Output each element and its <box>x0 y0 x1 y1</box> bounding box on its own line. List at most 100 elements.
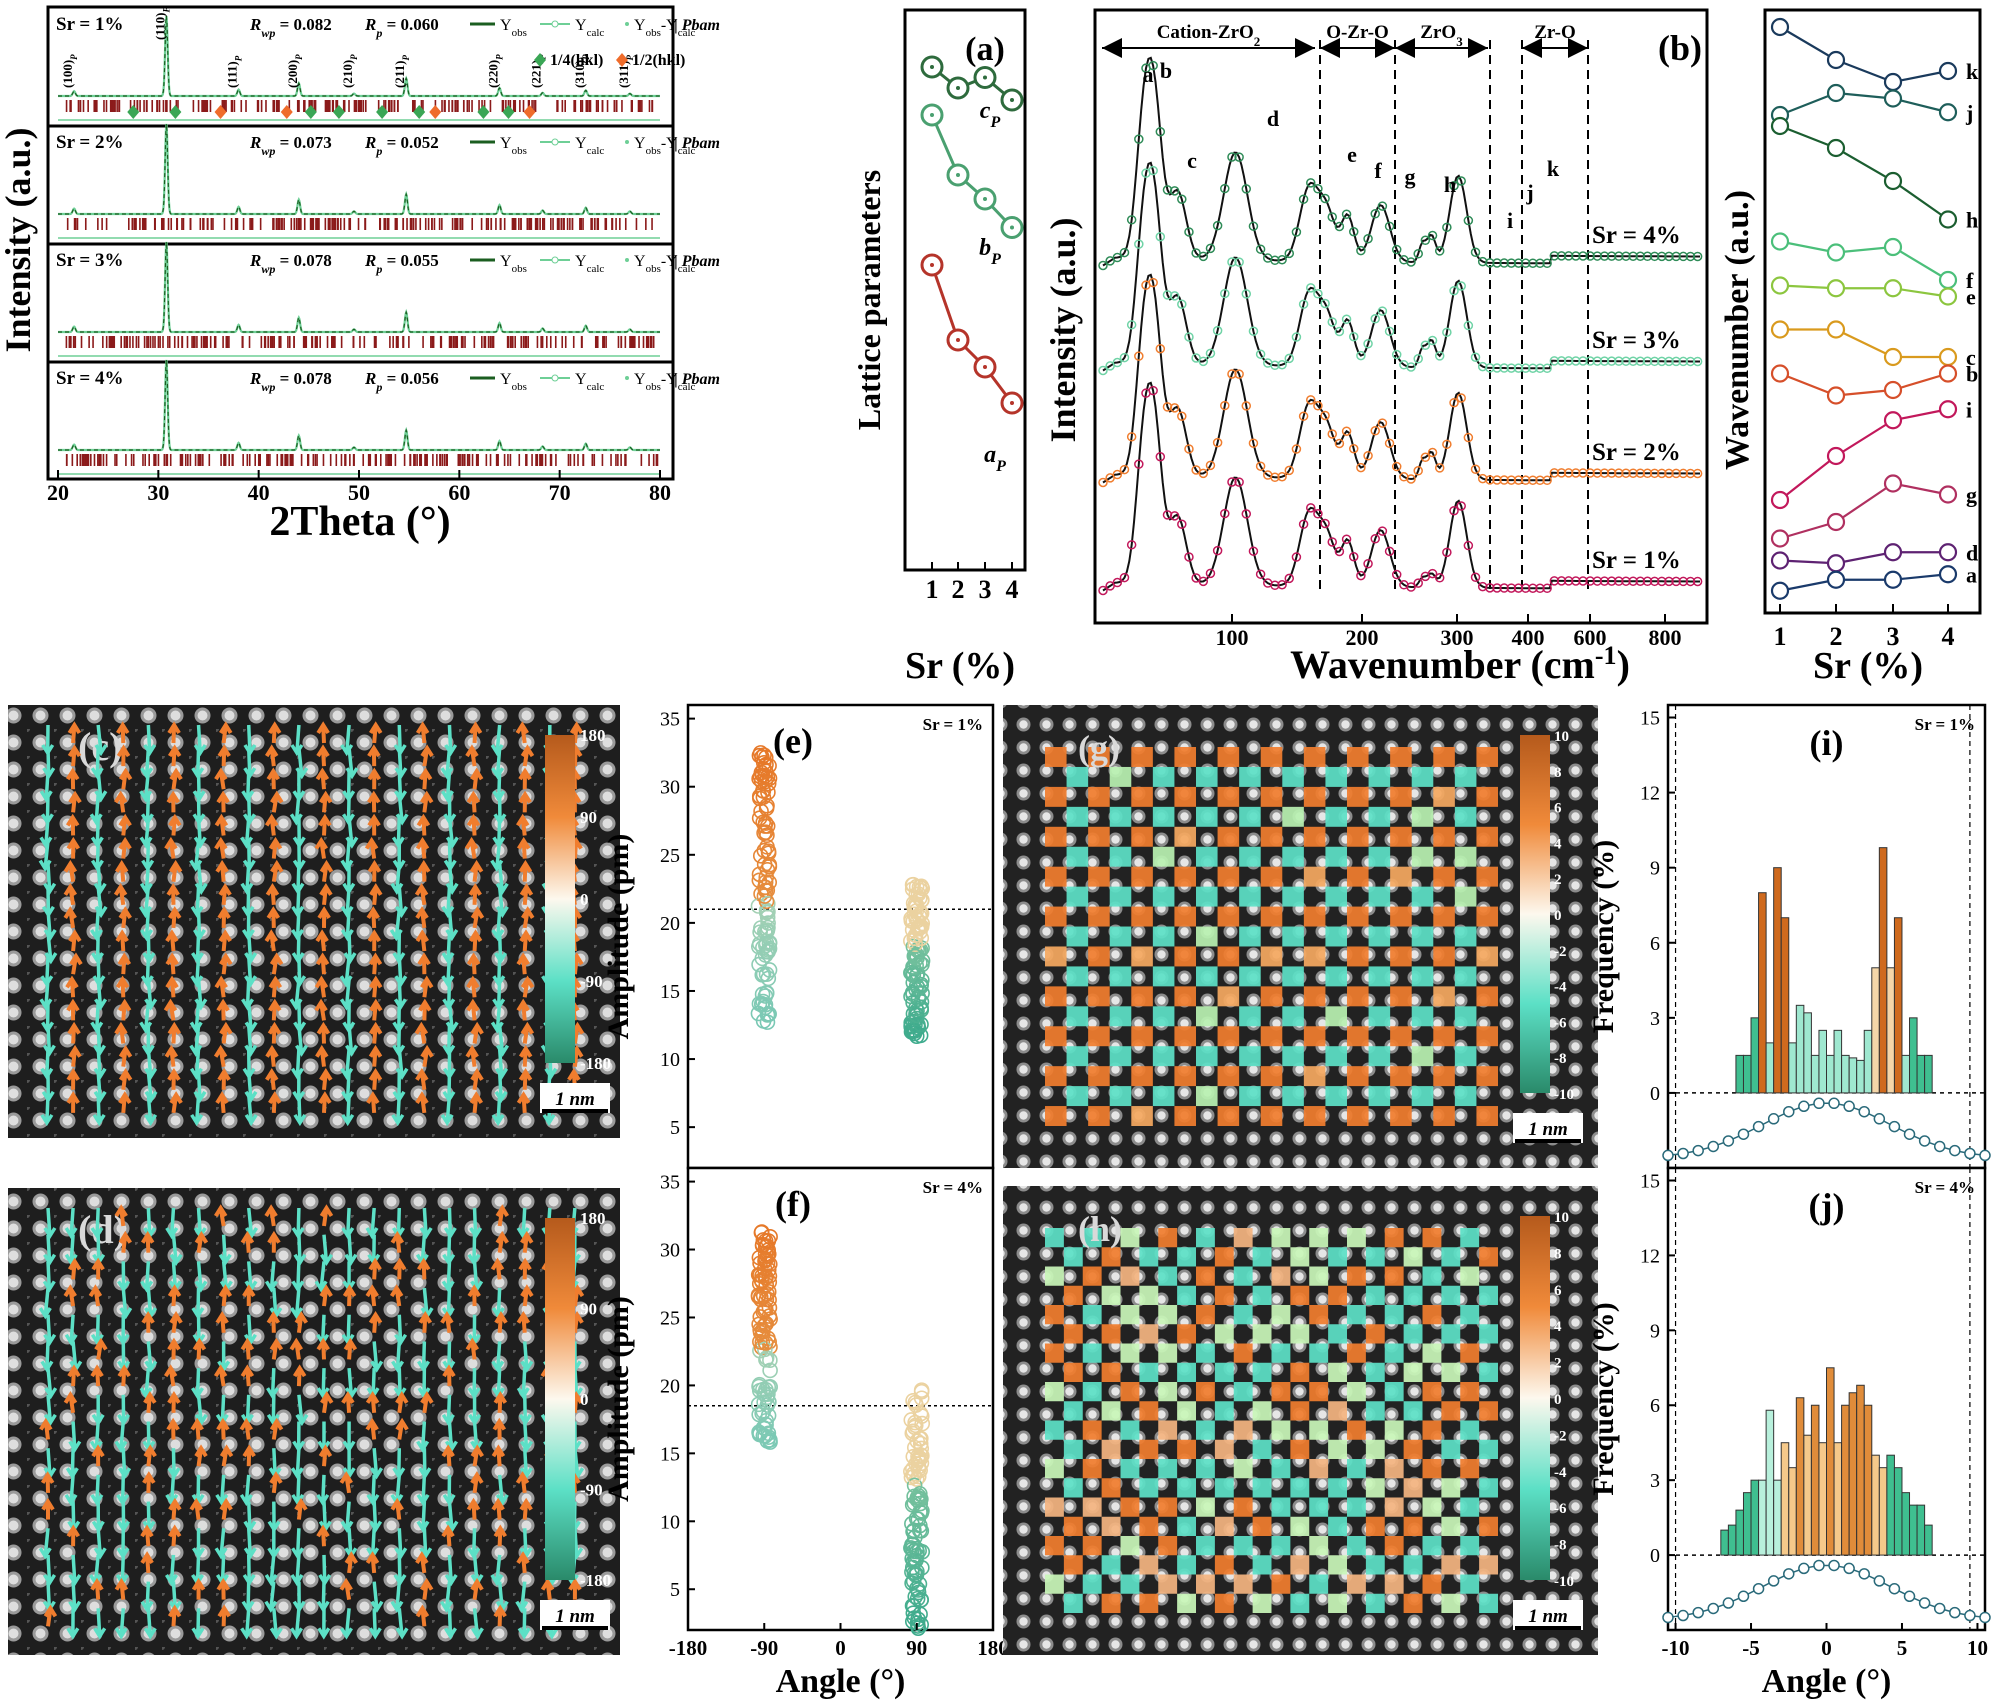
raman-data-point <box>1313 184 1323 194</box>
strain-cell <box>1177 1478 1196 1498</box>
scatter-point <box>760 775 777 792</box>
raman-data-point <box>1391 349 1402 360</box>
polarization-arrow-down <box>139 1367 153 1400</box>
raman-curve-label: Sr = 3% <box>1592 327 1681 354</box>
scatter-point <box>912 1027 929 1044</box>
polarization-arrow-up <box>367 744 381 767</box>
polarization-arrow-down <box>470 1608 484 1640</box>
strain-cell <box>1196 1006 1218 1027</box>
wavenumber-point <box>1883 72 1903 92</box>
strain-cell <box>1045 906 1067 927</box>
polarization-arrow-down <box>490 1554 504 1587</box>
raman-data-point <box>1327 537 1337 547</box>
strain-cell <box>1174 1026 1196 1047</box>
strain-cell <box>1303 946 1326 967</box>
polarization-arrow-up <box>66 1524 80 1547</box>
hist-envelope-point <box>1949 1606 1961 1619</box>
polarization-arrow-up <box>368 1044 383 1067</box>
strain-cell <box>1101 1324 1121 1344</box>
scatter-point <box>905 895 922 912</box>
raman-data-point <box>1277 579 1287 590</box>
strain-cell <box>1101 1285 1121 1305</box>
polarization-arrow-up <box>492 1417 507 1440</box>
strain-cell <box>1045 1305 1064 1325</box>
colorbar <box>1520 735 1550 1093</box>
polarization-arrow-up <box>519 1497 533 1520</box>
raman-data-point <box>1406 257 1416 267</box>
raman-data-point <box>1692 576 1703 587</box>
colorbar-tick-label: 10 <box>1554 1210 1569 1226</box>
polarization-arrow-up <box>217 1604 231 1627</box>
strain-cell <box>1239 1006 1261 1027</box>
raman-data-point <box>1427 447 1438 458</box>
strain-cell <box>1347 1305 1366 1325</box>
wavenumber-point <box>1826 554 1846 573</box>
strain-cell <box>1158 1228 1178 1248</box>
raman-data-point <box>1563 251 1574 261</box>
raman-data-point <box>1678 468 1689 479</box>
raman-data-point <box>1463 540 1474 551</box>
polarization-arrow-down <box>445 817 459 849</box>
legend-phase: | Pbam <box>674 135 720 152</box>
raman-data-point <box>1563 468 1574 478</box>
raman-data-point <box>1277 471 1287 482</box>
scatter-point <box>914 1559 930 1576</box>
polarization-arrow-up <box>118 1091 132 1114</box>
polarization-arrow-down <box>440 747 454 780</box>
polarization-arrow-up <box>520 1021 535 1044</box>
raman-data-point <box>1692 356 1703 367</box>
polarization-arrow-down <box>290 1554 304 1587</box>
strain-cell <box>1101 1362 1121 1382</box>
wavenumber-mode-label: g <box>1966 483 1977 508</box>
wavenumber-ylabel: Wavenumber (a.u.) <box>1719 190 1756 470</box>
raman-data-point <box>1520 363 1531 373</box>
polarization-arrow-up <box>368 1257 382 1280</box>
scale-bar-bg <box>1513 1113 1583 1143</box>
polarization-arrow-down <box>264 1581 278 1613</box>
strain-cell <box>1290 1247 1310 1267</box>
raman-data-point <box>1563 356 1574 366</box>
raman-data-point <box>1341 426 1352 436</box>
lattice-point-dot <box>956 86 960 90</box>
strain-cell <box>1403 1439 1423 1459</box>
hist-bar <box>1893 917 1903 1094</box>
hist-envelope-point <box>1918 1597 1931 1609</box>
scatter-point <box>903 1463 919 1480</box>
polarization-arrow-up <box>518 1067 533 1090</box>
hist-ytick-label: 15 <box>1640 708 1660 730</box>
strain-cell <box>1045 1026 1067 1047</box>
polarization-arrow-down <box>295 1025 309 1057</box>
polarization-arrow-up <box>469 767 484 790</box>
colorbar-tick-label: 0 <box>580 1390 589 1409</box>
polarization-arrow-down <box>490 1002 504 1034</box>
raman-data-point <box>1241 509 1252 519</box>
raman-data-point <box>1492 363 1502 373</box>
polarization-arrow-up <box>213 1044 228 1067</box>
strain-cell <box>1460 1497 1480 1517</box>
scatter-sr-label: Sr = 1% <box>923 715 983 734</box>
polarization-arrow-up <box>217 744 231 767</box>
wavenumber-point <box>1938 347 1958 367</box>
raman-data-point <box>1499 363 1509 373</box>
polarization-arrow-up <box>518 1044 533 1067</box>
hist-bar <box>1863 1029 1873 1094</box>
strain-cell <box>1384 1536 1404 1556</box>
polarization-arrow-up <box>165 975 179 998</box>
polarization-arrow-down <box>440 1094 454 1127</box>
scatter-point <box>914 952 931 969</box>
scatter-point <box>754 997 770 1013</box>
raman-data-point <box>1148 385 1158 396</box>
hist-bar <box>1886 1454 1895 1556</box>
raman-data-point <box>1255 461 1266 471</box>
hist-envelope-point <box>1933 1140 1946 1153</box>
raman-data-point <box>1391 244 1402 255</box>
polarization-arrow-down <box>164 1554 178 1587</box>
polarization-arrow-down <box>290 1608 304 1640</box>
polarization-arrow-down <box>314 1261 328 1293</box>
polarization-arrow-up <box>141 1310 155 1333</box>
raman-data-point <box>1434 246 1445 256</box>
scatter-ylabel: Amplitude (pm) <box>602 1296 635 1502</box>
lattice-point-dot <box>983 197 987 201</box>
hist-bar <box>1893 1467 1903 1556</box>
strain-cell <box>1422 1228 1442 1248</box>
